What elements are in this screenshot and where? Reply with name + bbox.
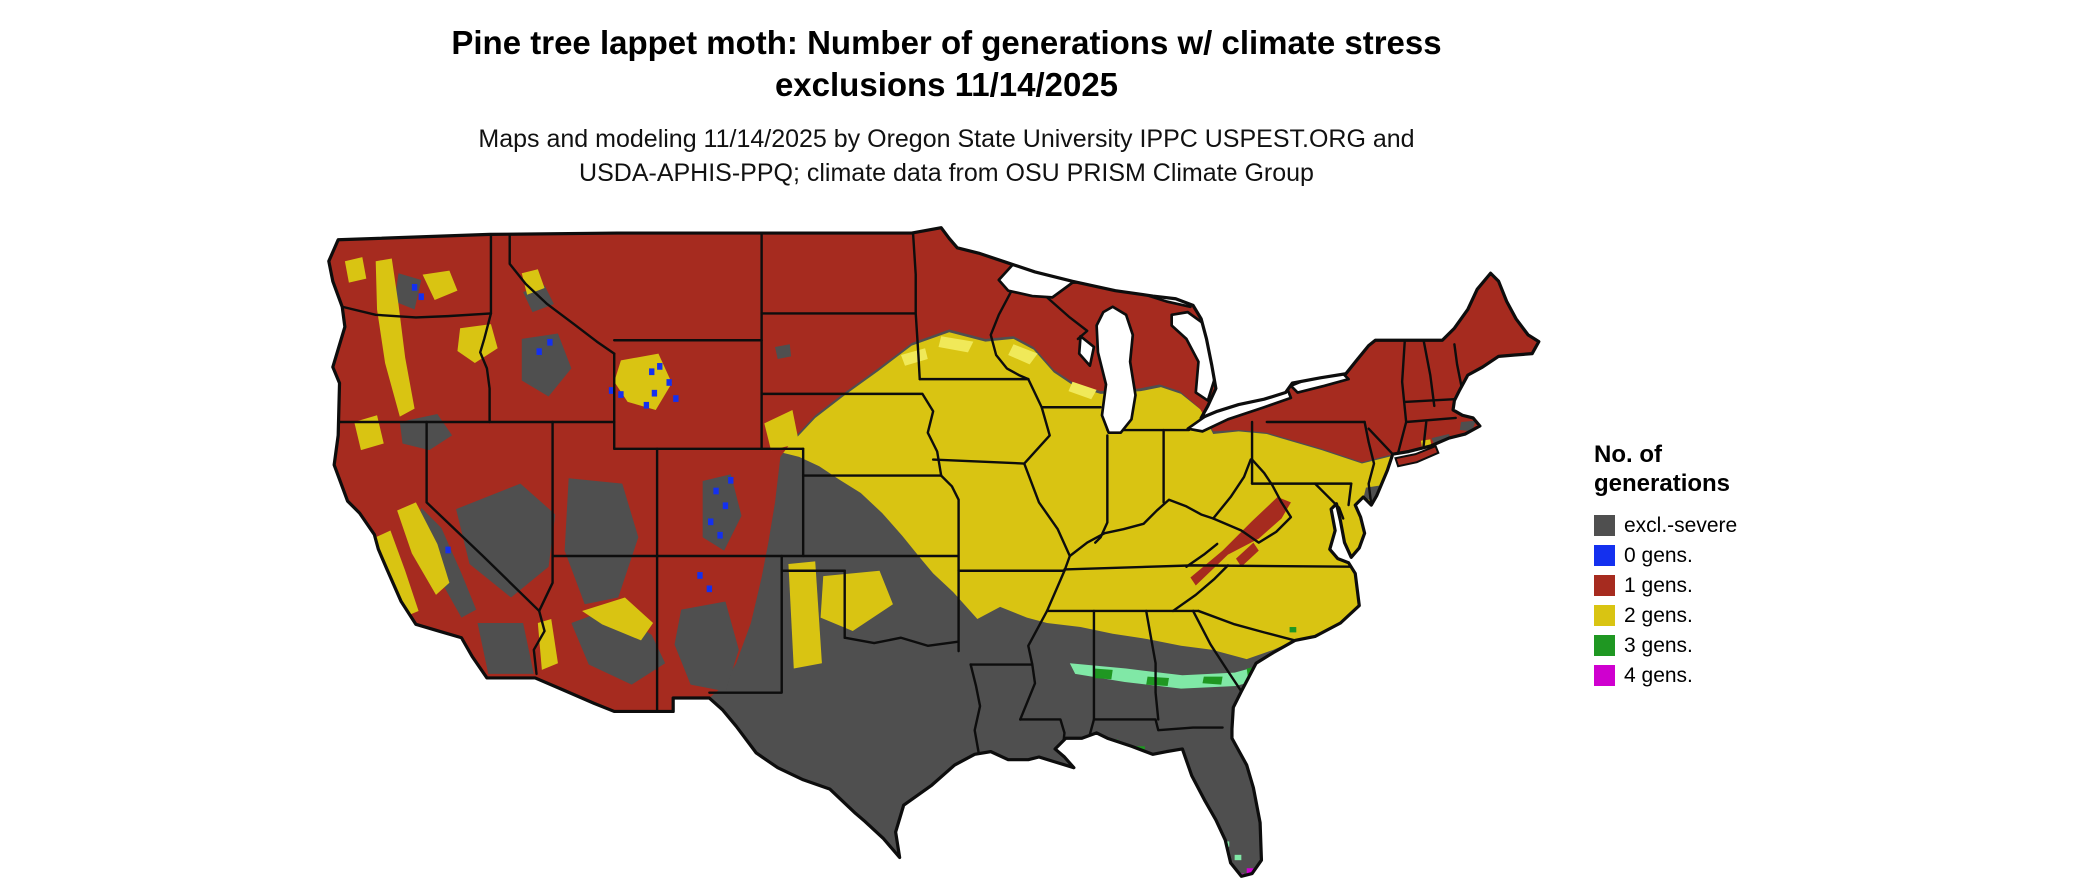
legend-swatch-1-gens: [1594, 574, 1615, 596]
us-map-svg: [327, 226, 1541, 878]
zone-one-generation-appalachian: [1190, 497, 1291, 586]
legend-swatch-3-gens: [1594, 634, 1615, 656]
state-borders: [332, 230, 1464, 755]
page-title-line2: exclusions 11/14/2025: [774, 66, 1119, 103]
legend-item-excl-severe: excl.-severe: [1594, 510, 1814, 540]
long-island: [1394, 444, 1440, 468]
legend-title: No. of generations: [1594, 440, 1814, 498]
legend-label-3-gens: 3 gens.: [1624, 633, 1693, 657]
legend-swatch-0-gens: [1594, 544, 1615, 566]
legend-swatch-excl-severe: [1594, 514, 1615, 536]
legend-item-4-gens: 4 gens.: [1594, 660, 1814, 690]
legend-label-4-gens: 4 gens.: [1624, 663, 1693, 687]
legend-label-excl-severe: excl.-severe: [1624, 513, 1738, 537]
legend-item-0-gens: 0 gens.: [1594, 540, 1814, 570]
green-bay: [1077, 334, 1096, 368]
legend-label-1-gens: 1 gens.: [1624, 573, 1693, 597]
legend-item-3-gens: 3 gens.: [1594, 630, 1814, 660]
page-title-line1: Pine tree lappet moth: Number of generat…: [451, 24, 1442, 61]
lake-michigan: [1095, 305, 1137, 435]
page-title: Pine tree lappet moth: Number of generat…: [330, 22, 1563, 106]
us-generations-map: [322, 221, 1555, 891]
zone-zero-generations-specks: [411, 283, 734, 593]
legend-item-1-gens: 1 gens.: [1594, 570, 1814, 600]
legend-label-2-gens: 2 gens.: [1624, 603, 1693, 627]
legend-item-2-gens: 2 gens.: [1594, 600, 1814, 630]
us-outline: [327, 226, 1541, 878]
legend-swatch-4-gens: [1594, 664, 1615, 686]
zone-one-generation: [328, 227, 1539, 712]
page-subtitle-line2: USDA-APHIS-PPQ; climate data from OSU PR…: [579, 159, 1314, 187]
legend-items: excl.-severe 0 gens. 1 gens. 2 gens. 3 g…: [1594, 510, 1814, 690]
legend-label-0-gens: 0 gens.: [1624, 543, 1693, 567]
legend-swatch-2-gens: [1594, 604, 1615, 626]
legend-title-line2: generations: [1594, 470, 1731, 497]
legend: No. of generations excl.-severe 0 gens. …: [1594, 440, 1814, 690]
legend-title-line1: No. of: [1594, 441, 1662, 468]
page-subtitle-line1: Maps and modeling 11/14/2025 by Oregon S…: [478, 125, 1415, 153]
zone-two-generations-highlight: [900, 336, 1097, 400]
page-subtitle: Maps and modeling 11/14/2025 by Oregon S…: [330, 122, 1563, 190]
